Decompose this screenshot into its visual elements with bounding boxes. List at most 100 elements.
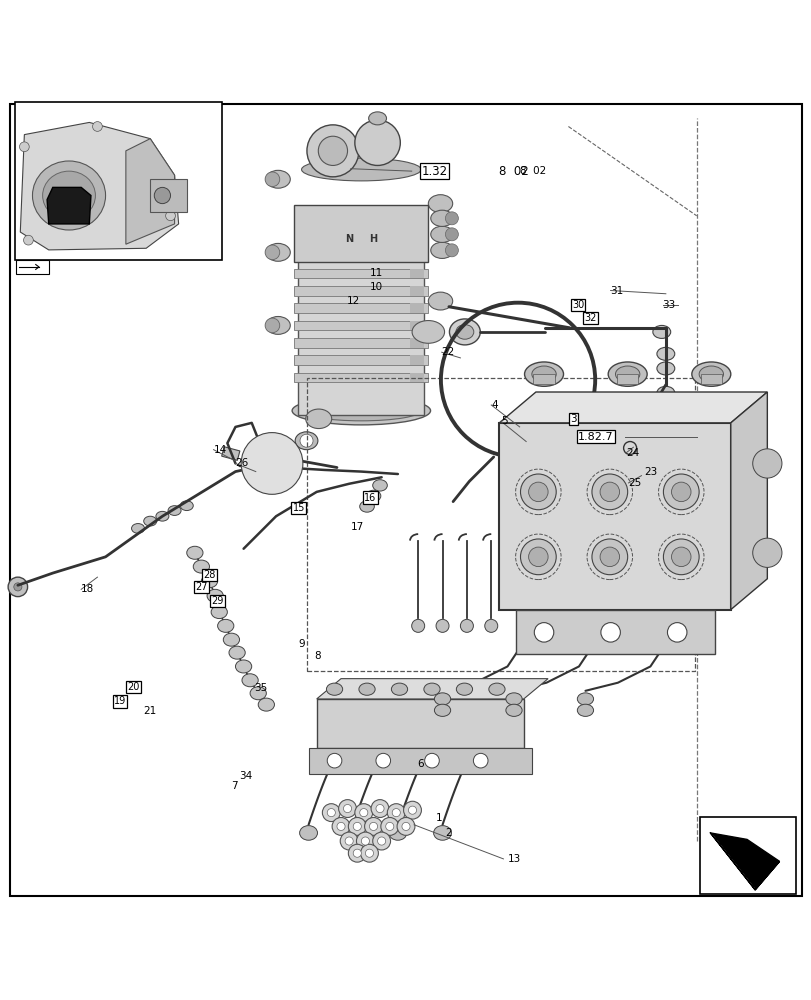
Circle shape xyxy=(528,482,547,502)
Circle shape xyxy=(424,753,439,768)
Circle shape xyxy=(520,539,556,575)
Circle shape xyxy=(338,800,356,817)
Circle shape xyxy=(444,244,457,257)
Ellipse shape xyxy=(295,432,317,450)
Text: 34: 34 xyxy=(239,771,252,781)
Ellipse shape xyxy=(434,704,450,716)
Text: 8  02: 8 02 xyxy=(519,166,545,176)
Bar xyxy=(15,102,221,260)
Circle shape xyxy=(264,318,279,333)
Ellipse shape xyxy=(488,683,504,695)
Ellipse shape xyxy=(433,826,451,840)
Ellipse shape xyxy=(326,683,342,695)
Ellipse shape xyxy=(305,409,332,429)
Text: 1.82.7: 1.82.7 xyxy=(577,432,613,442)
Circle shape xyxy=(663,539,698,575)
Ellipse shape xyxy=(691,362,730,386)
Text: 8: 8 xyxy=(314,651,320,661)
Ellipse shape xyxy=(144,516,157,526)
Ellipse shape xyxy=(652,325,670,338)
Circle shape xyxy=(264,172,279,187)
Bar xyxy=(409,251,423,261)
Text: 3: 3 xyxy=(569,414,576,424)
Ellipse shape xyxy=(301,158,421,181)
Ellipse shape xyxy=(391,683,407,695)
Ellipse shape xyxy=(430,226,453,242)
Circle shape xyxy=(322,804,340,822)
Text: 30: 30 xyxy=(571,300,584,310)
Ellipse shape xyxy=(242,674,258,687)
Circle shape xyxy=(520,474,556,510)
Circle shape xyxy=(359,809,367,817)
Circle shape xyxy=(92,122,102,131)
Ellipse shape xyxy=(42,171,95,220)
Ellipse shape xyxy=(207,589,223,602)
Circle shape xyxy=(19,142,29,152)
Ellipse shape xyxy=(358,683,375,695)
Ellipse shape xyxy=(505,693,521,705)
Circle shape xyxy=(375,753,390,768)
Polygon shape xyxy=(730,392,766,610)
Ellipse shape xyxy=(223,633,239,646)
Circle shape xyxy=(360,844,378,862)
Ellipse shape xyxy=(430,242,453,258)
Polygon shape xyxy=(47,187,91,224)
Ellipse shape xyxy=(265,170,290,188)
Circle shape xyxy=(348,844,366,862)
Circle shape xyxy=(154,187,170,204)
Polygon shape xyxy=(20,122,178,250)
Circle shape xyxy=(663,474,698,510)
Text: N: N xyxy=(345,234,353,244)
Ellipse shape xyxy=(577,704,593,716)
Circle shape xyxy=(348,817,366,835)
Circle shape xyxy=(377,837,385,845)
Text: 20: 20 xyxy=(127,682,139,692)
Circle shape xyxy=(369,822,377,830)
Circle shape xyxy=(401,822,410,830)
Ellipse shape xyxy=(299,826,317,840)
Circle shape xyxy=(364,817,382,835)
Ellipse shape xyxy=(577,693,593,705)
Circle shape xyxy=(372,832,390,850)
Text: 12: 12 xyxy=(346,296,359,306)
Ellipse shape xyxy=(292,396,430,425)
Ellipse shape xyxy=(168,506,181,515)
Bar xyxy=(298,228,423,415)
Polygon shape xyxy=(126,139,174,244)
Circle shape xyxy=(375,804,384,813)
Text: 2: 2 xyxy=(444,828,451,838)
Bar xyxy=(409,286,423,296)
Text: 13: 13 xyxy=(507,854,520,864)
Bar xyxy=(409,338,423,348)
Text: 16: 16 xyxy=(363,493,376,503)
Text: 9: 9 xyxy=(298,639,304,649)
Circle shape xyxy=(327,753,341,768)
Ellipse shape xyxy=(698,366,723,382)
Ellipse shape xyxy=(250,687,266,700)
Bar xyxy=(616,374,637,384)
Ellipse shape xyxy=(265,243,290,261)
Text: 32: 32 xyxy=(583,313,596,323)
Circle shape xyxy=(241,433,303,494)
Circle shape xyxy=(8,577,28,597)
Bar xyxy=(308,748,531,774)
Text: 1: 1 xyxy=(436,813,442,823)
Circle shape xyxy=(671,547,690,567)
Circle shape xyxy=(752,538,781,567)
Ellipse shape xyxy=(656,362,674,375)
Bar xyxy=(294,355,427,365)
Text: 6: 6 xyxy=(417,759,423,769)
Text: 31: 31 xyxy=(610,286,623,296)
Circle shape xyxy=(340,832,358,850)
Text: 1.32: 1.32 xyxy=(421,165,447,178)
Ellipse shape xyxy=(615,366,639,382)
Circle shape xyxy=(444,212,457,225)
Circle shape xyxy=(356,832,374,850)
Ellipse shape xyxy=(258,698,274,711)
Text: 24: 24 xyxy=(625,448,638,458)
Ellipse shape xyxy=(524,362,563,386)
Bar xyxy=(499,423,730,610)
Bar xyxy=(294,251,427,261)
Bar xyxy=(515,610,714,654)
Text: 10: 10 xyxy=(369,282,382,292)
